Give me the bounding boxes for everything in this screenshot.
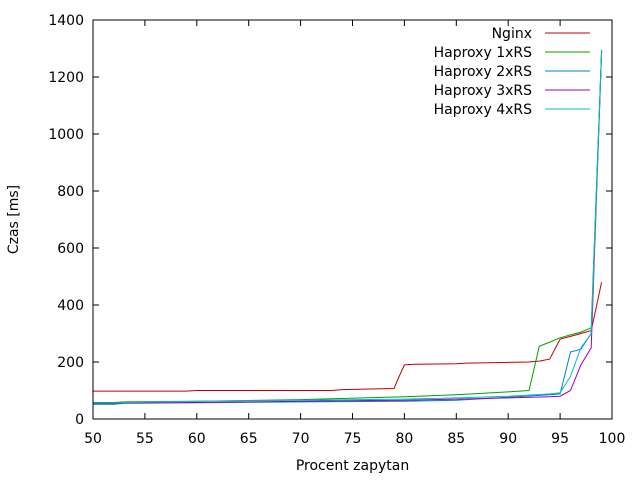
x-tick-label: 95 bbox=[551, 431, 569, 447]
legend: Nginx Haproxy 1xRS Haproxy 2xRS Haproxy 3xR… bbox=[434, 26, 590, 118]
x-tick-label: 85 bbox=[447, 431, 465, 447]
x-tick-label: 75 bbox=[344, 431, 362, 447]
plot-frame bbox=[92, 19, 613, 420]
x-tick-label: 65 bbox=[240, 431, 258, 447]
x-tick-label: 90 bbox=[499, 431, 517, 447]
y-tick-label: 1200 bbox=[48, 70, 84, 86]
x-tick-label: 60 bbox=[188, 431, 206, 447]
series-line-haproxy-3xrs bbox=[93, 51, 603, 405]
series-line-nginx bbox=[93, 282, 603, 392]
y-tick-label: 0 bbox=[75, 412, 84, 428]
x-axis-label: Procent zapytan bbox=[296, 458, 409, 474]
legend-label: Haproxy 3xRS bbox=[434, 83, 533, 99]
x-tick-label: 70 bbox=[292, 431, 310, 447]
y-tick-label: 800 bbox=[57, 184, 84, 200]
axis-ticks: 50 55 60 65 70 75 80 85 90 95 10002004006008001000… bbox=[48, 13, 625, 447]
legend-label: Haproxy 1xRS bbox=[434, 45, 533, 61]
y-tick-label: 1400 bbox=[48, 13, 84, 29]
x-tick-label: 50 bbox=[84, 431, 102, 447]
x-tick-label: 55 bbox=[136, 431, 154, 447]
x-tick-label: 80 bbox=[395, 431, 413, 447]
y-tick-label: 200 bbox=[57, 355, 84, 371]
legend-label: Haproxy 4xRS bbox=[434, 102, 533, 118]
y-axis-label: Czas [ms] bbox=[6, 185, 22, 254]
y-tick-label: 400 bbox=[57, 298, 84, 314]
legend-label: Nginx bbox=[492, 26, 532, 42]
legend-label: Haproxy 2xRS bbox=[434, 64, 533, 80]
series-lines bbox=[93, 49, 603, 405]
y-tick-label: 600 bbox=[57, 241, 84, 257]
series-line-haproxy-4xrs bbox=[93, 51, 603, 404]
y-tick-label: 1000 bbox=[48, 127, 84, 143]
x-tick-label: 100 bbox=[599, 431, 626, 447]
